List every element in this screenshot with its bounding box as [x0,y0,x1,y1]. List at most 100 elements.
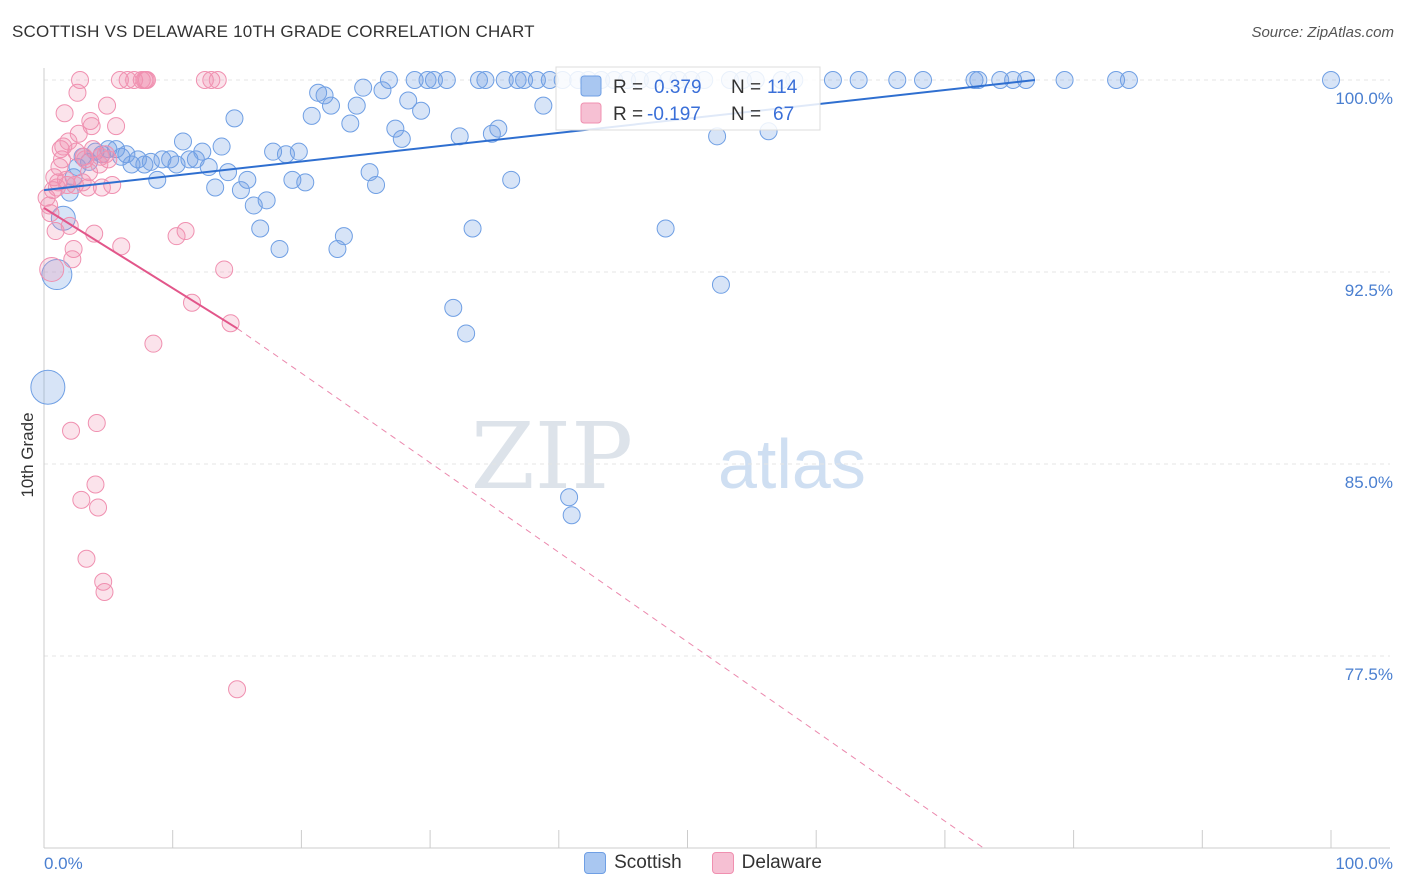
scottish-point [302,106,321,125]
scottish-point [1119,71,1138,89]
stats-legend: R = 0.379 N = 114 R = -0.197 N = 67 [555,66,821,131]
scottish-point [515,71,534,89]
chart-title: SCOTTISH VS DELAWARE 10TH GRADE CORRELAT… [12,22,535,41]
scottish-point [315,86,334,105]
scottish-point [212,137,231,156]
scottish-point [424,71,443,89]
delaware-point [107,117,126,136]
legend-label-scottish: Scottish [614,852,682,873]
scottish-point [386,119,405,138]
scottish-point [470,71,489,89]
scottish-point [849,71,868,89]
scottish-point [270,239,289,258]
delaware-point [71,71,90,89]
scottish-point [173,132,192,151]
delaware-r-value: -0.197 [647,104,701,125]
scottish-point [392,129,411,148]
scottish-point [562,506,581,525]
scottish-point [1322,71,1340,89]
delaware-n-value: 67 [773,104,794,125]
delaware-point [62,421,81,440]
scottish-n-label: N = [731,77,761,98]
delaware-point [53,150,72,169]
scottish-point [347,96,366,115]
scottish-point [463,219,482,238]
y-tick-label: 85.0% [1345,473,1393,492]
scottish-point [965,71,984,89]
scottish-point [219,163,238,182]
delaware-legend-swatch [580,102,602,124]
scottish-n-value: 114 [767,77,798,98]
scottish-point [437,71,456,89]
delaware-points [37,71,247,699]
bottom-legend: Scottish Delaware [0,852,1406,874]
delaware-point [64,239,83,258]
delaware-point [59,132,78,151]
scottish-point [457,324,476,343]
scottish-point [193,142,212,161]
scottish-point [489,119,508,138]
scottish-point [399,91,418,110]
scottish-point [405,71,424,89]
scottish-point [969,71,988,89]
y-tick-label: 100.0% [1335,89,1393,108]
scottish-point [444,298,463,317]
delaware-trendline [43,207,238,330]
delaware-point [39,256,65,282]
delaware-point [110,71,129,89]
y-tick-label: 92.5% [1345,281,1393,300]
delaware-point [90,155,109,174]
delaware-point [89,498,108,517]
scottish-r-value: 0.379 [654,77,702,98]
scottish-point [888,71,907,89]
watermark-zip: ZIP [471,403,633,510]
delaware-point [77,549,96,568]
delaware-point [78,178,97,197]
scottish-point [1107,71,1126,89]
scottish-point [1004,71,1023,89]
scottish-point [560,488,579,507]
source-label: Source: ZipAtlas.com [1251,24,1394,41]
scottish-point [141,152,160,171]
scottish-point [30,369,66,405]
scottish-point [367,175,386,194]
scottish-point [508,71,527,89]
x-tick-label: 100.0% [1335,854,1393,873]
delaware-point [72,490,91,509]
delaware-point [137,71,156,89]
scottish-point [231,181,250,200]
scottish-swatch [584,852,607,874]
scottish-point [251,219,270,238]
scottish-point [534,96,553,115]
trendlines [43,79,1036,849]
scottish-point [296,173,315,192]
delaware-trendline-extrapolated [236,327,984,849]
scottish-point [322,96,341,115]
grid [44,79,1390,657]
delaware-point [80,163,99,182]
axes [43,68,1390,849]
legend-item-scottish: Scottish [584,852,682,874]
scottish-point [418,71,437,89]
scottish-point [495,71,514,89]
legend-item-delaware: Delaware [711,852,822,874]
scottish-point [914,71,933,89]
scottish-points [30,71,1340,525]
scottish-point [341,114,360,133]
delaware-point [144,334,163,353]
y-tick-label: 77.5% [1345,665,1393,684]
scottish-point [117,145,136,164]
scottish-point [527,71,546,89]
delaware-point [228,680,247,699]
scottish-point [289,142,308,161]
delaware-point [86,475,105,494]
watermark: ZIP atlas [471,403,866,510]
delaware-point [167,227,186,246]
delaware-point [99,150,118,169]
delaware-n-label: N = [731,104,761,125]
scottish-point [354,78,373,97]
scottish-point [823,71,842,89]
delaware-point [46,222,65,241]
scottish-point [412,101,431,120]
scottish-point [238,170,257,189]
